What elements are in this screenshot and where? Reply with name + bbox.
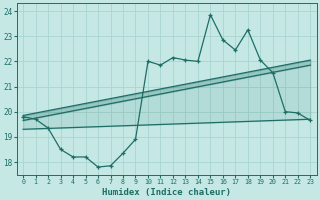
X-axis label: Humidex (Indice chaleur): Humidex (Indice chaleur) xyxy=(102,188,231,197)
